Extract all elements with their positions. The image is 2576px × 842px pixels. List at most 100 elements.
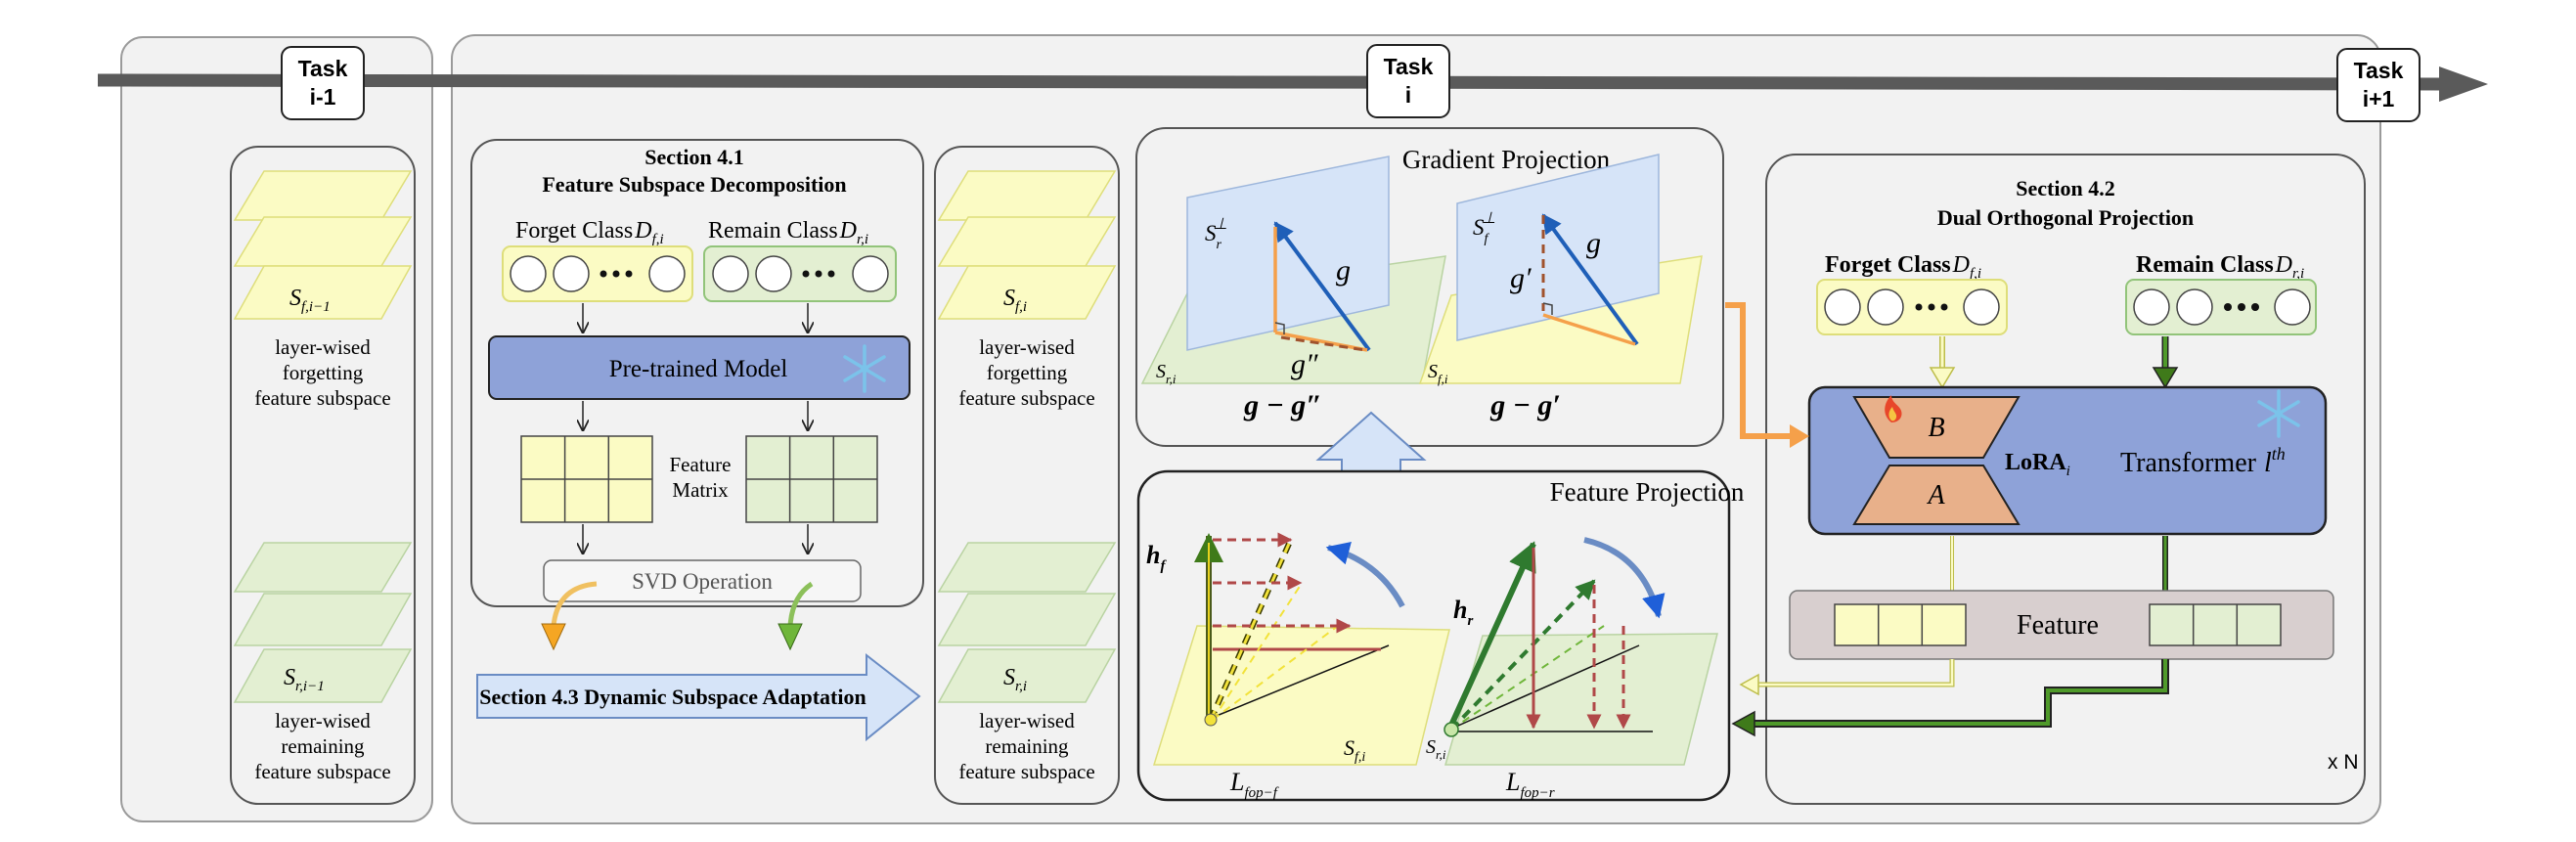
fp-left-rotation-arrow [1325, 542, 1405, 608]
svd-remain-output-arrow [777, 581, 814, 651]
fp-right-floor-line-2 [1448, 644, 1640, 731]
svd-operation-label: SVD Operation [632, 569, 773, 594]
prev-remain-layer-label: Sr,i−1 [284, 665, 325, 694]
task-current-line2: i [1405, 82, 1411, 108]
task-box-next: Task i+1 [2336, 48, 2421, 122]
prev-forget-layer-label: Sf,i−1 [289, 286, 331, 315]
feature-bar-label: Feature [2017, 610, 2099, 641]
fp-right-hr-label: hr [1453, 596, 1473, 629]
fp-left-dashed-yellow-3 [1212, 625, 1339, 721]
gp-left-result-label: g − g″ [1243, 389, 1322, 421]
lora-label: LoRAi [2005, 450, 2070, 479]
prev-remain-caption-1: layer-wised [275, 709, 371, 732]
prev-forget-caption-2: forgetting [283, 361, 364, 384]
section-42-subtitle: Dual Orthogonal Projection [1937, 205, 2194, 230]
pretrained-model-block [488, 335, 910, 400]
prev-forget-caption-1: layer-wised [275, 335, 371, 359]
cur-remain-caption-2: remaining [985, 734, 1069, 758]
prev-task-panel [120, 36, 433, 822]
s42-forget-label: Forget ClassDf,i [1825, 252, 1981, 282]
fp-left-loss-label: Lfop−f [1229, 768, 1279, 801]
task-prev-line2: i-1 [310, 84, 336, 110]
feature-projection-title: Feature Projection [1550, 477, 1745, 507]
gp-right-vertical-plane [1456, 154, 1660, 341]
fp-left-plane [1152, 625, 1450, 766]
prev-remain-caption-3: feature subspace [254, 760, 390, 783]
feature-matrix-label-2: Matrix [672, 478, 729, 502]
gp-left-vertical-plane [1186, 155, 1390, 351]
cur-remain-layer-label: Sr,i [1003, 665, 1027, 694]
fp-right-dashed-green-1 [1449, 579, 1596, 731]
section-42-title: Section 4.2 [2016, 176, 2114, 200]
prev-subspace-box [230, 146, 416, 805]
gp-right-right-angle [1542, 302, 1553, 315]
cur-forget-layer-label: Sf,i [1003, 286, 1027, 315]
repeat-n-label: x N [2328, 751, 2359, 774]
cur-forget-caption-2: forgetting [987, 361, 1068, 384]
gp-left-g-vector [1273, 221, 1371, 352]
gp-right-perp-plane-label: Sf⊥ [1473, 210, 1495, 246]
fp-left-plane-label: Sf,i [1344, 735, 1365, 765]
s41-remain-label: Remain ClassDr,i [708, 218, 868, 247]
cur-remain-caption-1: layer-wised [979, 709, 1075, 732]
fp-right-rotation-arrow [1583, 537, 1666, 619]
section-41-box [470, 139, 924, 607]
fp-right-dashed-green-2 [1450, 625, 1605, 731]
s41-forget-samples [502, 245, 693, 302]
gp-right-g-vector [1541, 213, 1639, 346]
task-next-line2: i+1 [2363, 86, 2395, 111]
section-41-subtitle: Feature Subspace Decomposition [542, 172, 846, 197]
prev-remain-caption-2: remaining [281, 734, 365, 758]
section-43-arrow [476, 652, 921, 742]
gp-left-orange-diagonal [1274, 331, 1368, 352]
forget-feature-feedback-arrow [1739, 659, 1955, 696]
prev-forget-layers [233, 170, 413, 320]
cur-remain-caption-3: feature subspace [958, 760, 1094, 783]
remain-feature-feedback-arrow [1731, 659, 2169, 737]
s41-forget-label: Forget ClassDf,i [515, 218, 664, 247]
fp-right-origin [1443, 722, 1459, 737]
feature-matrix-label-1: Feature [670, 453, 732, 476]
gp-left-g-label: g [1336, 254, 1351, 287]
svd-operation-box [543, 559, 862, 602]
remain-feature-matrix [745, 435, 878, 523]
gp-left-right-angle [1274, 322, 1285, 334]
gp-right-result-label: g − g′ [1489, 389, 1561, 421]
cur-forget-caption-3: feature subspace [958, 386, 1094, 410]
s42-remain-samples [2125, 279, 2317, 335]
gp-right-g1-label: g′ [1510, 262, 1532, 294]
fp-right-plane-label: Sr,i [1426, 736, 1446, 762]
task-prev-line1: Task [298, 56, 348, 81]
gp-left-g2-label: g″ [1291, 348, 1318, 380]
transformer-label: Transformer lth [2120, 444, 2286, 478]
trainable-flame-icon [1885, 395, 1902, 422]
section-42-box [1765, 154, 2366, 805]
s41-remain-samples [703, 245, 897, 302]
fp-right-loss-label: Lfop−r [1505, 768, 1555, 801]
cur-subspace-box [934, 146, 1120, 805]
s42-remain-label: Remain ClassDr,i [2136, 252, 2304, 282]
pretrained-model-label: Pre-trained Model [609, 356, 788, 382]
frozen-snowflake-icon [843, 344, 886, 393]
cur-forget-layers [937, 170, 1117, 320]
gp-left-ground-label: Sr,i [1156, 361, 1177, 386]
cur-remain-layers [937, 542, 1117, 703]
timeline-arrowhead [2439, 66, 2488, 102]
fp-left-origin [1204, 713, 1218, 727]
timeline-line [97, 73, 2446, 91]
prev-forget-caption-3: feature subspace [254, 386, 390, 410]
gp-left-perp-plane-label: Sr⊥ [1205, 216, 1227, 252]
s42-remain-input-arrow [2152, 336, 2179, 389]
s42-forget-input-arrow [1929, 336, 1956, 389]
lora-a-label: A [1926, 480, 1945, 510]
cur-forget-caption-1: layer-wised [979, 335, 1075, 359]
fp-left-floor-line [1206, 644, 1390, 721]
svd-forget-output-arrow [541, 581, 598, 651]
gp-right-g-label: g [1586, 227, 1601, 259]
task-box-current: Task i [1366, 44, 1450, 118]
task-next-line1: Task [2354, 58, 2404, 83]
feature-remain-cells [2149, 603, 2282, 646]
task-current-line1: Task [1384, 54, 1434, 79]
